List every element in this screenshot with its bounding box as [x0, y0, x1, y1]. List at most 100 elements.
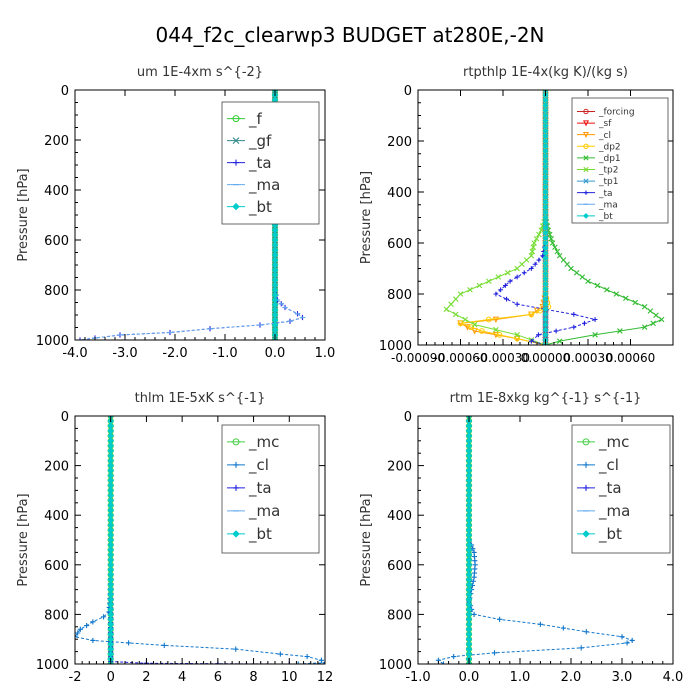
- legend-marker: [582, 120, 590, 127]
- x-tick-label: 0.00000: [521, 351, 571, 365]
- data-point: [233, 646, 239, 652]
- series-line: [460, 90, 549, 345]
- data-point: [540, 253, 546, 259]
- legend-entry: _bt: [577, 212, 613, 222]
- x-tick-label: 1.0: [315, 346, 336, 361]
- data-point: [462, 316, 469, 323]
- legend-marker: [583, 143, 589, 149]
- legend-label: _mc: [248, 433, 279, 452]
- data-point: [493, 291, 499, 297]
- data-point: [504, 296, 509, 302]
- x-tick-label: -2.0: [162, 346, 187, 361]
- y-axis-label: Pressure [hPa]: [359, 493, 374, 586]
- data-point: [476, 282, 483, 289]
- x-tick-label: 12: [317, 670, 334, 685]
- data-point: [556, 252, 563, 259]
- data-point: [471, 611, 477, 617]
- data-point: [582, 320, 587, 326]
- legend-label: _ta: [248, 154, 272, 173]
- x-tick-label: -0.00090: [391, 351, 445, 365]
- legend-entry: _ma: [227, 176, 280, 195]
- y-tick-label: 200: [44, 134, 69, 149]
- y-axis-label: Pressure [hPa]: [16, 493, 31, 586]
- data-point: [564, 261, 571, 268]
- data-point: [523, 257, 530, 263]
- legend-entry: _ta: [577, 479, 622, 498]
- legend-label: _bt: [598, 525, 622, 544]
- legend-marker: [583, 461, 589, 468]
- legend-marker: [583, 108, 589, 115]
- data-point: [533, 235, 540, 242]
- data-point: [514, 265, 520, 272]
- data-point: [568, 265, 574, 272]
- data-point: [579, 274, 586, 280]
- data-point: [125, 640, 132, 646]
- y-tick-label: 800: [44, 608, 69, 623]
- x-tick-label: 0.00030: [563, 351, 613, 365]
- data-point: [440, 661, 447, 664]
- data-point: [528, 311, 535, 318]
- legend-marker: [583, 190, 589, 195]
- data-point: [632, 299, 639, 306]
- data-point: [641, 303, 648, 310]
- data-point: [495, 274, 502, 280]
- data-point: [161, 642, 167, 648]
- legend-label: _ta: [598, 479, 622, 498]
- legend-marker: [583, 212, 589, 219]
- y-tick-label: 200: [387, 460, 412, 475]
- chart-title: um 1E-4xm s^{-2}: [137, 65, 263, 80]
- data-point: [571, 324, 577, 330]
- legend-marker: [232, 438, 240, 446]
- legend-entry: _ma: [577, 502, 630, 521]
- data-point: [542, 90, 549, 93]
- data-point: [653, 312, 659, 319]
- data-point: [531, 240, 537, 246]
- chart-title: thlm 1E-5xK s^{-1}: [135, 391, 266, 406]
- y-tick-label: 0: [61, 84, 69, 99]
- legend-label: _ma: [248, 502, 280, 521]
- legend-label: _f: [248, 110, 263, 129]
- data-point: [560, 257, 567, 263]
- data-point: [571, 312, 577, 317]
- legend-entry: _dp2: [577, 142, 621, 152]
- legend-label: _ma: [248, 176, 280, 195]
- data-point: [468, 324, 475, 331]
- data-point: [443, 306, 450, 313]
- legend-entry: _mc: [227, 433, 279, 452]
- data-point: [77, 626, 83, 632]
- series-line: [445, 90, 546, 345]
- legend-entry: _ma: [227, 502, 280, 521]
- data-point: [470, 546, 476, 552]
- legend-marker: [233, 159, 239, 166]
- data-point: [536, 332, 541, 338]
- y-tick-label: 200: [387, 135, 412, 150]
- x-tick-label: -3.0: [112, 346, 137, 361]
- data-point: [502, 283, 508, 288]
- chart-title: rtpthlp 1E-4x(kg K)/(kg s): [463, 65, 628, 80]
- data-point: [470, 578, 476, 584]
- data-point: [304, 653, 310, 660]
- legend-entry: _forcing: [577, 108, 635, 118]
- series-bt: [107, 416, 115, 664]
- legend-marker: [582, 131, 590, 138]
- legend-box: [221, 424, 320, 554]
- data-point: [594, 282, 601, 289]
- y-tick-label: 0: [404, 410, 412, 425]
- x-tick-label: 2: [142, 670, 150, 685]
- legend-marker: [233, 461, 239, 468]
- data-point: [90, 619, 96, 625]
- legend-marker: [232, 530, 240, 538]
- data-point: [613, 291, 620, 297]
- x-tick-label: -2: [69, 670, 82, 685]
- legend-entry: _gf: [227, 132, 272, 151]
- data-point: [467, 286, 473, 293]
- data-point: [75, 634, 78, 640]
- data-point: [560, 625, 566, 631]
- data-point: [583, 629, 589, 635]
- y-tick-label: 400: [44, 184, 69, 199]
- legend-label: _ma: [598, 200, 618, 210]
- data-point: [486, 278, 492, 285]
- y-tick-label: 1000: [36, 658, 69, 673]
- legend-entry: _tp1: [577, 177, 618, 187]
- series-line: [437, 416, 634, 664]
